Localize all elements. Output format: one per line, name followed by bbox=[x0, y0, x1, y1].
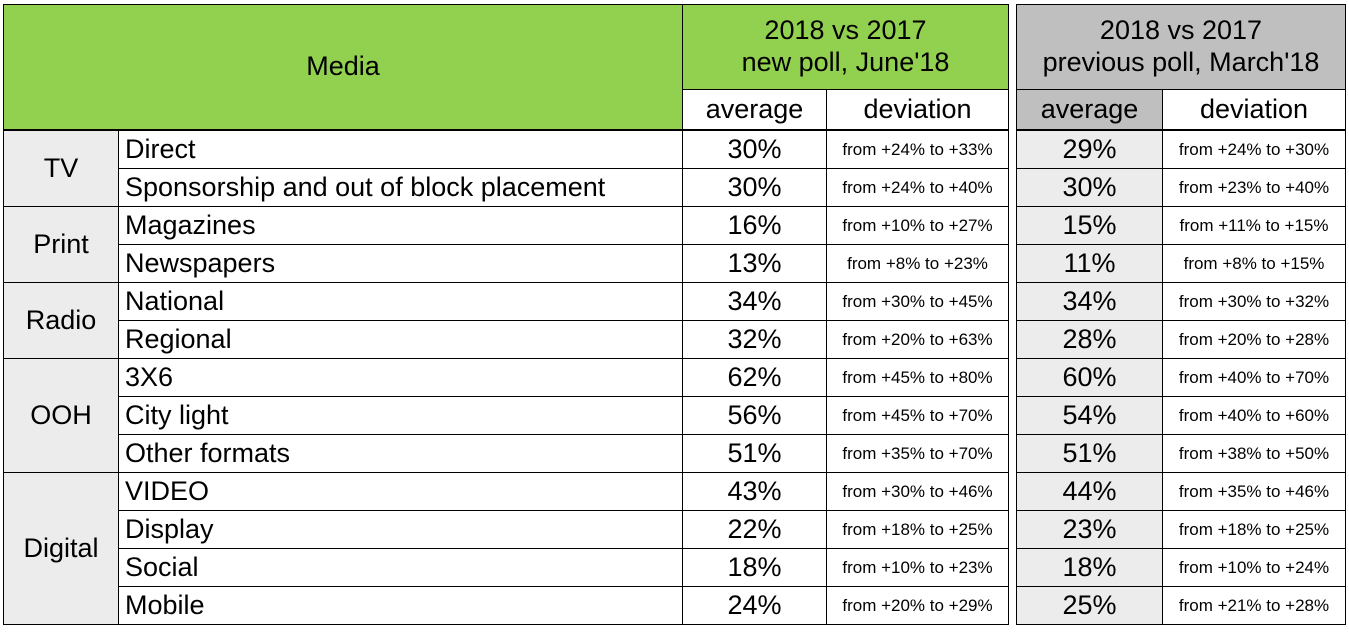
new-poll-header: 2018 vs 2017 new poll, June'18 bbox=[682, 4, 1009, 90]
item-cell: City light bbox=[118, 396, 683, 435]
new-deviation-cell: from +35% to +70% bbox=[826, 434, 1009, 473]
prev-average-cell: 25% bbox=[1016, 586, 1163, 625]
prev-deviation-cell: from +10% to +24% bbox=[1162, 548, 1346, 587]
prev-deviation-cell: from +8% to +15% bbox=[1162, 244, 1346, 283]
new-deviation-cell: from +30% to +46% bbox=[826, 472, 1009, 511]
prev-poll-header-line2: previous poll, March'18 bbox=[1042, 47, 1320, 77]
prev-average-cell: 44% bbox=[1016, 472, 1163, 511]
new-average-cell: 51% bbox=[682, 434, 827, 473]
new-average-cell: 13% bbox=[682, 244, 827, 283]
prev-deviation-cell: from +40% to +70% bbox=[1162, 358, 1346, 397]
item-cell: Other formats bbox=[118, 434, 683, 473]
new-deviation-cell: from +18% to +25% bbox=[826, 510, 1009, 549]
new-deviation-header: deviation bbox=[826, 89, 1009, 130]
new-average-cell: 30% bbox=[682, 130, 827, 169]
prev-deviation-cell: from +40% to +60% bbox=[1162, 396, 1346, 435]
prev-deviation-cell: from +24% to +30% bbox=[1162, 130, 1346, 169]
prev-average-cell: 28% bbox=[1016, 320, 1163, 359]
new-average-cell: 18% bbox=[682, 548, 827, 587]
prev-deviation-cell: from +30% to +32% bbox=[1162, 282, 1346, 321]
prev-poll-header-line1: 2018 vs 2017 bbox=[1099, 15, 1263, 46]
prev-average-cell: 29% bbox=[1016, 130, 1163, 169]
prev-deviation-header: deviation bbox=[1162, 89, 1346, 130]
category-cell: OOH bbox=[3, 358, 119, 473]
item-cell: Social bbox=[118, 548, 683, 587]
category-cell: Print bbox=[3, 206, 119, 283]
item-cell: Magazines bbox=[118, 206, 683, 245]
item-cell: Display bbox=[118, 510, 683, 549]
prev-deviation-cell: from +23% to +40% bbox=[1162, 168, 1346, 207]
new-poll-header-line1: 2018 vs 2017 bbox=[764, 15, 927, 46]
category-cell: TV bbox=[3, 130, 119, 207]
item-cell: National bbox=[118, 282, 683, 321]
prev-average-cell: 18% bbox=[1016, 548, 1163, 587]
item-cell: Mobile bbox=[118, 586, 683, 625]
new-deviation-cell: from +24% to +33% bbox=[826, 130, 1009, 169]
prev-average-cell: 23% bbox=[1016, 510, 1163, 549]
item-cell: Regional bbox=[118, 320, 683, 359]
category-cell: Radio bbox=[3, 282, 119, 359]
new-deviation-cell: from +10% to +23% bbox=[826, 548, 1009, 587]
prev-average-cell: 30% bbox=[1016, 168, 1163, 207]
prev-deviation-cell: from +35% to +46% bbox=[1162, 472, 1346, 511]
prev-deviation-cell: from +18% to +25% bbox=[1162, 510, 1346, 549]
new-poll-header-line2: new poll, June'18 bbox=[741, 47, 950, 77]
new-deviation-cell: from +45% to +70% bbox=[826, 396, 1009, 435]
new-deviation-cell: from +45% to +80% bbox=[826, 358, 1009, 397]
new-deviation-cell: from +8% to +23% bbox=[826, 244, 1009, 283]
new-deviation-cell: from +10% to +27% bbox=[826, 206, 1009, 245]
new-average-cell: 56% bbox=[682, 396, 827, 435]
new-average-cell: 43% bbox=[682, 472, 827, 511]
new-deviation-cell: from +20% to +63% bbox=[826, 320, 1009, 359]
new-deviation-cell: from +20% to +29% bbox=[826, 586, 1009, 625]
item-cell: Direct bbox=[118, 130, 683, 169]
prev-average-cell: 15% bbox=[1016, 206, 1163, 245]
prev-deviation-cell: from +11% to +15% bbox=[1162, 206, 1346, 245]
new-deviation-cell: from +30% to +45% bbox=[826, 282, 1009, 321]
new-average-cell: 34% bbox=[682, 282, 827, 321]
new-average-cell: 24% bbox=[682, 586, 827, 625]
prev-deviation-cell: from +21% to +28% bbox=[1162, 586, 1346, 625]
prev-average-cell: 60% bbox=[1016, 358, 1163, 397]
prev-deviation-cell: from +20% to +28% bbox=[1162, 320, 1346, 359]
prev-average-cell: 34% bbox=[1016, 282, 1163, 321]
item-cell: 3X6 bbox=[118, 358, 683, 397]
new-deviation-cell: from +24% to +40% bbox=[826, 168, 1009, 207]
new-average-cell: 16% bbox=[682, 206, 827, 245]
media-header: Media bbox=[3, 4, 683, 130]
prev-deviation-cell: from +38% to +50% bbox=[1162, 434, 1346, 473]
new-average-header: average bbox=[682, 89, 827, 130]
new-average-cell: 32% bbox=[682, 320, 827, 359]
category-cell: Digital bbox=[3, 472, 119, 625]
prev-average-cell: 51% bbox=[1016, 434, 1163, 473]
new-average-cell: 62% bbox=[682, 358, 827, 397]
prev-poll-header: 2018 vs 2017 previous poll, March'18 bbox=[1016, 4, 1346, 90]
prev-average-header: average bbox=[1016, 89, 1163, 130]
item-cell: Sponsorship and out of block placement bbox=[118, 168, 683, 207]
new-average-cell: 30% bbox=[682, 168, 827, 207]
new-average-cell: 22% bbox=[682, 510, 827, 549]
item-cell: Newspapers bbox=[118, 244, 683, 283]
prev-average-cell: 11% bbox=[1016, 244, 1163, 283]
prev-average-cell: 54% bbox=[1016, 396, 1163, 435]
item-cell: VIDEO bbox=[118, 472, 683, 511]
